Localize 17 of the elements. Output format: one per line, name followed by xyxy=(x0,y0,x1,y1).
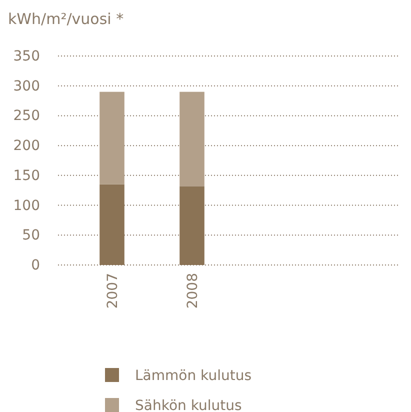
x-tick-label: 2008 xyxy=(185,273,201,309)
legend-label: Sähkön kulutus xyxy=(135,398,242,412)
y-tick-label: 50 xyxy=(22,228,40,244)
y-tick-label: 150 xyxy=(13,168,40,184)
y-tick-label: 350 xyxy=(13,48,40,64)
legend-label: Lämmön kulutus xyxy=(135,368,252,384)
y-tick-label: 300 xyxy=(13,78,40,94)
y-tick-label: 100 xyxy=(13,198,40,214)
y-axis-title: kWh/m²/vuosi * xyxy=(8,10,124,28)
y-tick-label: 200 xyxy=(13,138,40,154)
bar xyxy=(100,184,124,265)
y-tick-label: 0 xyxy=(31,257,40,274)
bar xyxy=(180,92,204,186)
bar xyxy=(100,92,124,184)
x-tick-label: 2007 xyxy=(105,273,121,309)
bar xyxy=(180,186,204,265)
y-tick-label: 250 xyxy=(13,108,40,124)
